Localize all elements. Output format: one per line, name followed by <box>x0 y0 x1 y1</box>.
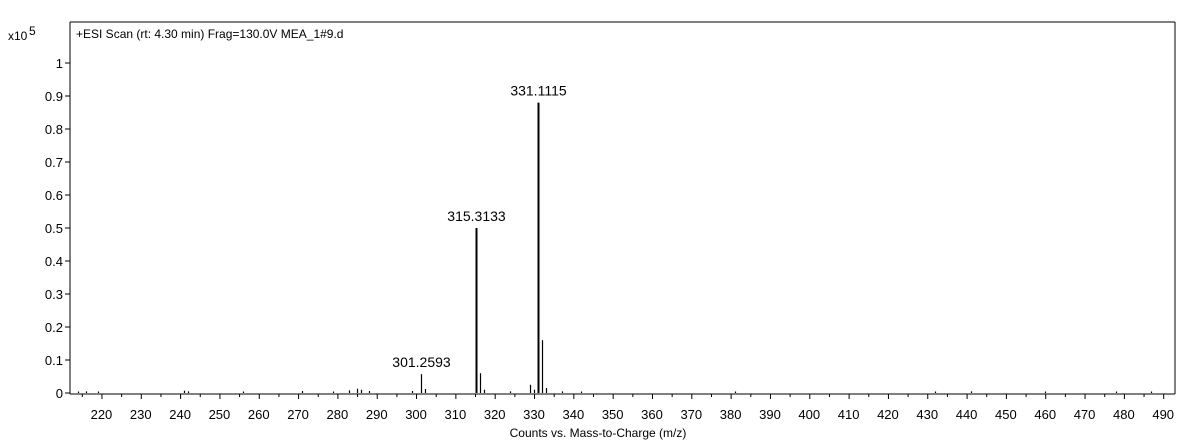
y-tick-label: 1 <box>56 56 63 71</box>
x-tick-label: 430 <box>916 407 938 422</box>
x-tick-label: 360 <box>641 407 663 422</box>
y-tick-label: 0.8 <box>45 122 63 137</box>
axis-layer: x10 5 +ESI Scan (rt: 4.30 min) Frag=130.… <box>8 21 1176 440</box>
x-tick-label: 450 <box>995 407 1017 422</box>
y-tick-label: 0.9 <box>45 89 63 104</box>
x-tick-label: 400 <box>798 407 820 422</box>
y-tick-layer: 0 0.1 0.2 0.3 0.4 0.5 0.6 0.7 0.8 0.9 1 <box>45 56 70 401</box>
y-tick-label: 0.5 <box>45 221 63 236</box>
x-tick-layer: 220 230 240 250 260 270 280 290 300 310 320 330 340 3… <box>81 394 1174 422</box>
x-tick-label: 220 <box>91 407 113 422</box>
x-tick-label: 340 <box>562 407 584 422</box>
x-tick-label: 290 <box>366 407 388 422</box>
y-tick-label: 0.6 <box>45 188 63 203</box>
x-tick-label: 470 <box>1074 407 1096 422</box>
y-tick-label: 0.7 <box>45 155 63 170</box>
peak-layer <box>77 102 1153 393</box>
peak-mz-label: 315.3133 <box>447 208 506 224</box>
x-tick-label: 390 <box>759 407 781 422</box>
x-axis-title: Counts vs. Mass-to-Charge (m/z) <box>510 426 687 440</box>
x-tick-label: 350 <box>602 407 624 422</box>
x-tick-label: 310 <box>445 407 467 422</box>
x-tick-label: 440 <box>956 407 978 422</box>
x-tick-label: 420 <box>877 407 899 422</box>
x-tick-label: 410 <box>838 407 860 422</box>
x-tick-label: 320 <box>484 407 506 422</box>
x-tick-label: 260 <box>248 407 270 422</box>
x-tick-label: 330 <box>523 407 545 422</box>
y-tick-label: 0.4 <box>45 254 63 269</box>
x-tick-label: 460 <box>1034 407 1056 422</box>
x-tick-label: 270 <box>287 407 309 422</box>
x-tick-label: 480 <box>1113 407 1135 422</box>
y-multiplier-exponent: 5 <box>29 24 36 38</box>
chart-title: +ESI Scan (rt: 4.30 min) Frag=130.0V MEA… <box>76 27 343 41</box>
y-tick-label: 0.2 <box>45 320 63 335</box>
x-tick-label: 490 <box>1152 407 1174 422</box>
peak-mz-label: 301.2593 <box>392 354 451 370</box>
peak-mz-label: 331.1115 <box>510 83 567 99</box>
x-tick-label: 230 <box>130 407 152 422</box>
y-tick-label: 0.3 <box>45 287 63 302</box>
y-tick-label: 0.1 <box>45 353 63 368</box>
x-tick-label: 280 <box>327 407 349 422</box>
x-tick-label: 370 <box>680 407 702 422</box>
x-tick-label: 380 <box>720 407 742 422</box>
x-tick-label: 240 <box>169 407 191 422</box>
x-tick-label: 300 <box>405 407 427 422</box>
y-multiplier-label: x10 <box>8 29 28 43</box>
y-tick-label: 0 <box>56 386 63 401</box>
x-tick-label: 250 <box>209 407 231 422</box>
peak-label-layer: 301.2593 315.3133 331.1115 <box>392 83 567 371</box>
